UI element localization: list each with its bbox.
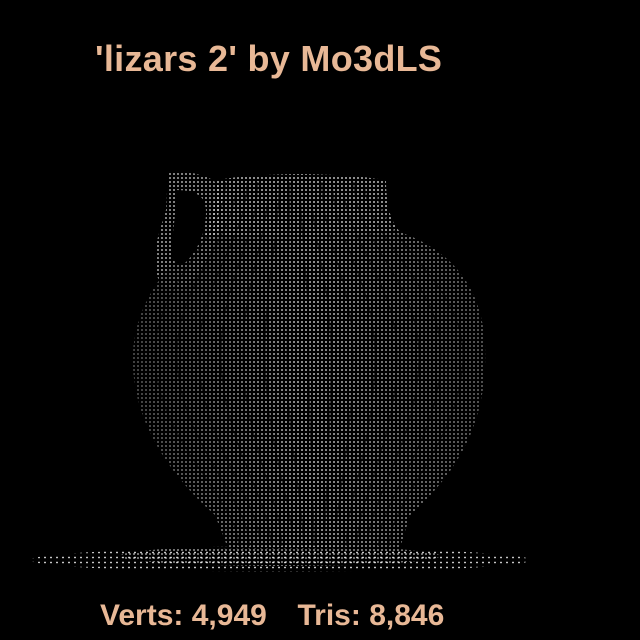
tris-label: Tris: — [298, 599, 361, 633]
vase-body — [133, 172, 485, 548]
tris-value: 8,846 — [369, 599, 444, 633]
verts-value: 4,949 — [192, 599, 267, 633]
ground-disc — [30, 546, 530, 572]
mesh-stats: Verts: 4,949 Tris: 8,846 — [100, 599, 444, 633]
verts-label: Verts: — [100, 599, 183, 633]
